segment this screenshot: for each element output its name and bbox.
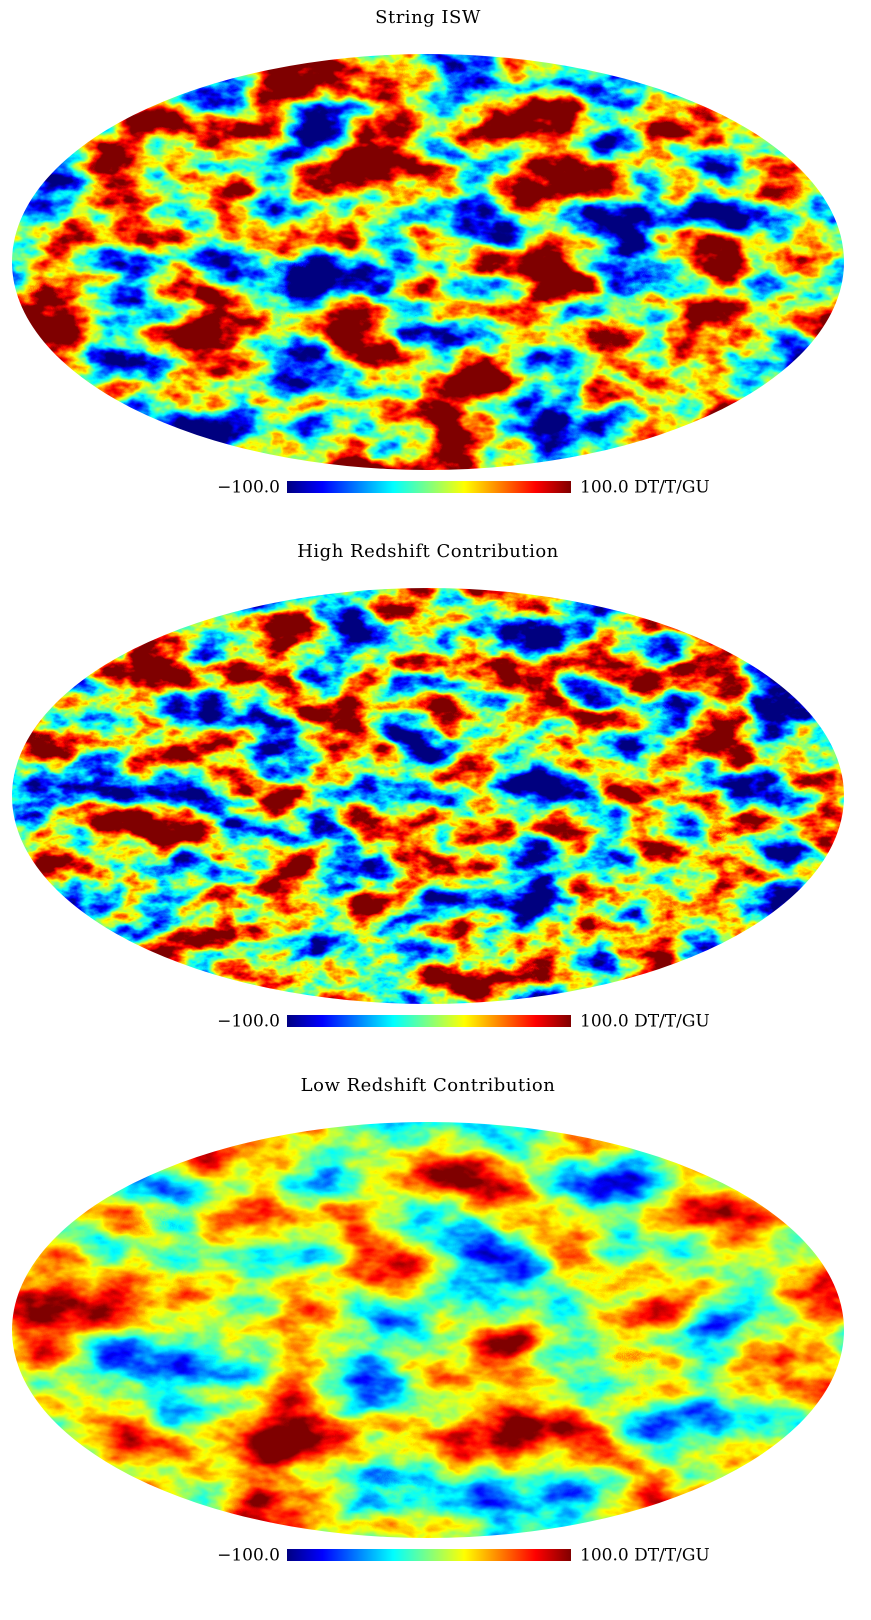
colorbar-max-label: 100.0 DT/T/GU: [580, 1546, 710, 1566]
panel-title: High Redshift Contribution: [297, 541, 559, 562]
panel-title: Low Redshift Contribution: [301, 1075, 556, 1096]
colorbar-max-label: 100.0 DT/T/GU: [580, 478, 710, 498]
colorbar-min-label: −100.0: [217, 1012, 280, 1032]
map-panel: String ISW −100.0 100.0 DT/T/GU: [12, 7, 844, 498]
colorbar-min-label: −100.0: [217, 478, 280, 498]
colorbar-min-label: −100.0: [217, 1546, 280, 1566]
panel-title: String ISW: [375, 7, 481, 28]
colorbar: [287, 1549, 571, 1561]
sky-map: [12, 1122, 844, 1538]
sky-map: [12, 588, 844, 1004]
map-panel: High Redshift Contribution −100.0 100.0 DT…: [12, 541, 844, 1032]
colorbar: [287, 1015, 571, 1027]
colorbar-max-label: 100.0 DT/T/GU: [580, 1012, 710, 1032]
map-panel: Low Redshift Contribution −100.0 100.0 DT/…: [12, 1075, 844, 1566]
colorbar: [287, 481, 571, 493]
sky-map: [12, 54, 844, 470]
